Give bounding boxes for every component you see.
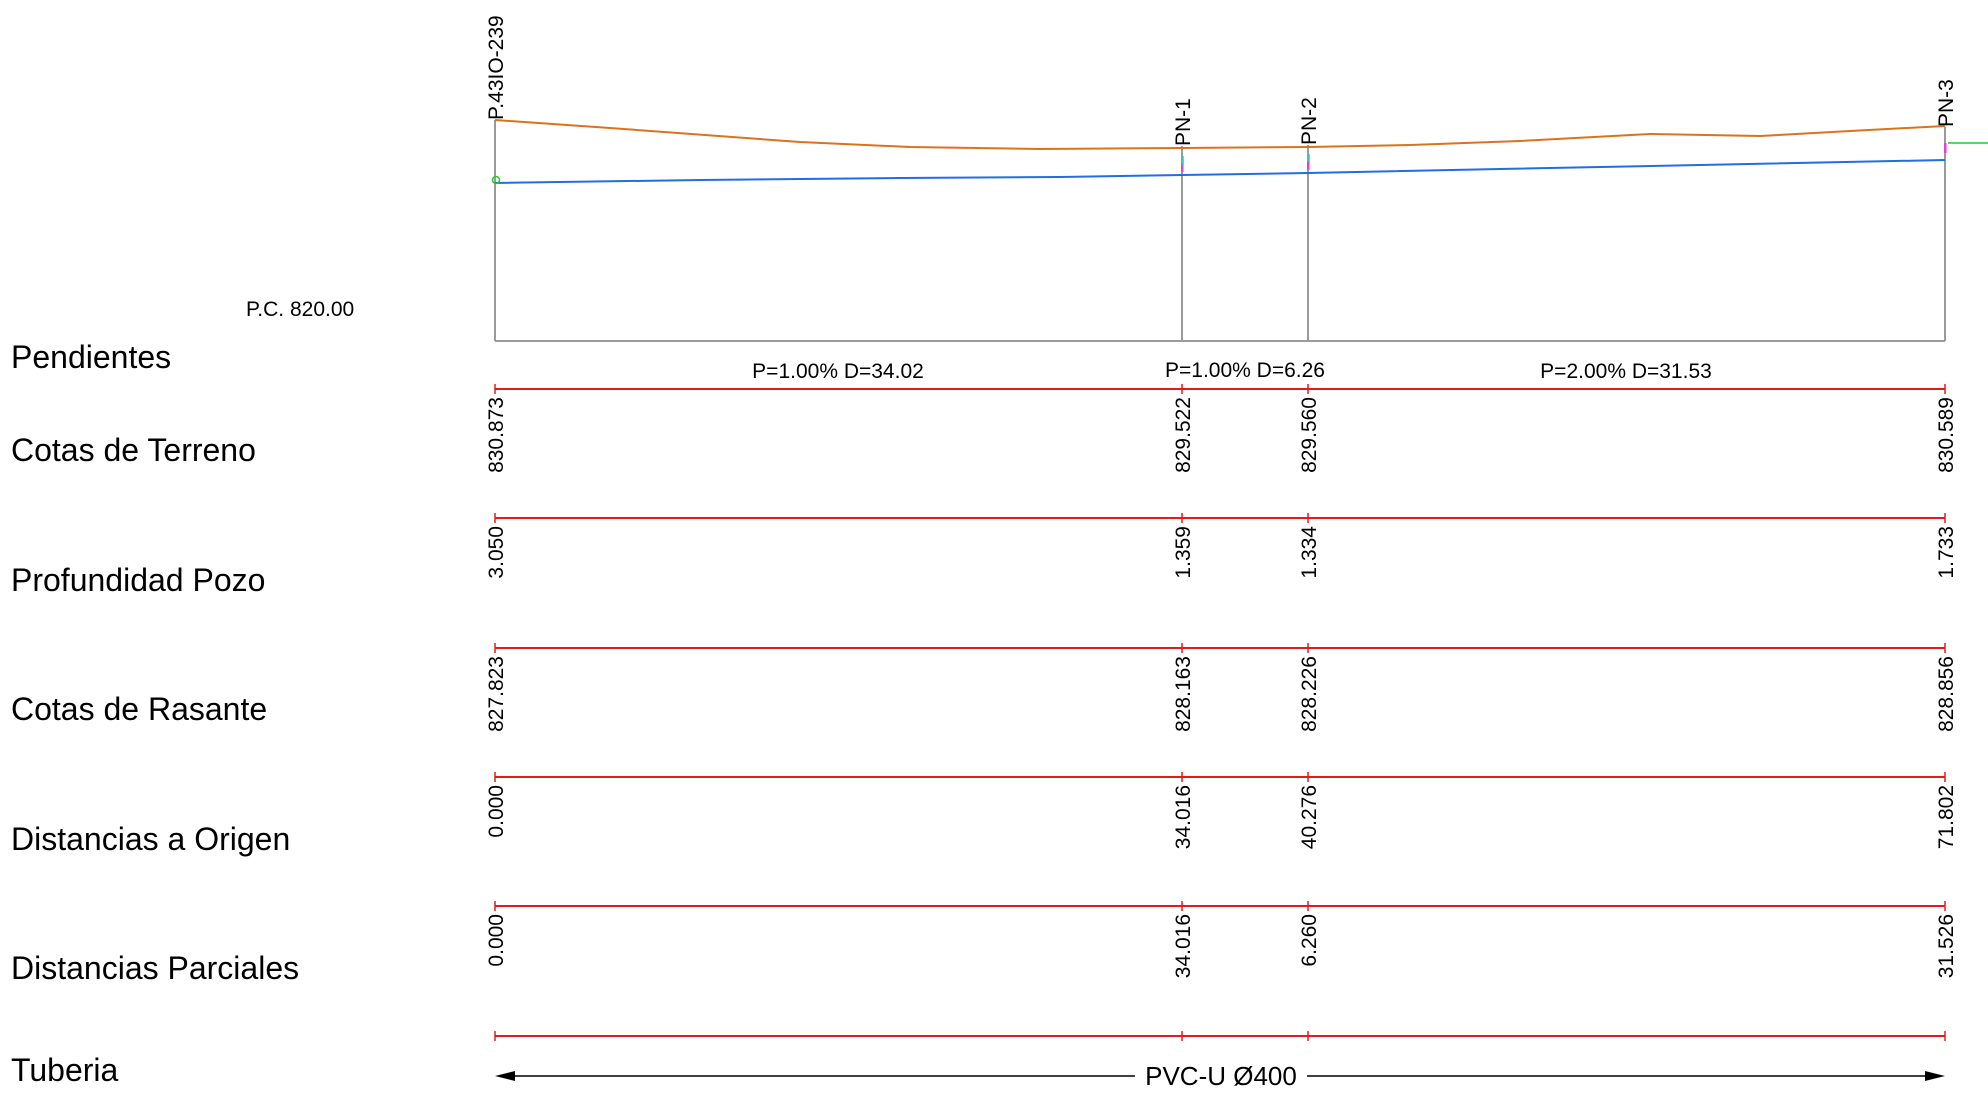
terreno-value-2: 829.560 (1298, 397, 1321, 473)
dist-parcial-value-3: 31.526 (1935, 914, 1958, 978)
pipe-label: PVC-U Ø400 (1145, 1061, 1297, 1091)
pn1-marker-magenta (1181, 163, 1184, 172)
cotas-rasante-values: 827.823 828.163 828.226 828.856 (485, 656, 1958, 732)
dist-parcial-value-2: 6.260 (1298, 914, 1321, 967)
dist-origen-value-1: 34.016 (1172, 785, 1195, 849)
pn2-marker-magenta (1307, 161, 1310, 170)
band-lines (495, 388, 1945, 1037)
station-name-1: PN-1 (1172, 98, 1195, 146)
terreno-value-0: 830.873 (485, 397, 508, 473)
dist-parcial-value-0: 0.000 (485, 914, 508, 967)
pn3-marker-magenta (1944, 143, 1947, 153)
rasante-value-3: 828.856 (1935, 656, 1958, 732)
segment-label-2: P=2.00% D=31.53 (1540, 360, 1712, 383)
row-label-pendientes: Pendientes (11, 339, 171, 375)
profundidad-value-1: 1.359 (1172, 526, 1195, 579)
distancias-parciales-values: 0.000 34.016 6.260 31.526 (485, 914, 1958, 978)
row-label-distancias-origen: Distancias a Origen (11, 821, 290, 857)
reference-level-label: P.C. 820.00 (246, 298, 354, 321)
row-label-cotas-rasante: Cotas de Rasante (11, 691, 267, 727)
dist-parcial-value-1: 34.016 (1172, 914, 1195, 978)
start-marker-green (491, 175, 501, 185)
tuberia-row: PVC-U Ø400 (495, 1061, 1945, 1091)
rasante-value-1: 828.163 (1172, 656, 1195, 732)
terreno-value-3: 830.589 (1935, 397, 1958, 473)
invert-profile-line (494, 159, 1946, 184)
segment-label-0: P=1.00% D=34.02 (752, 360, 924, 383)
row-label-profundidad-pozo: Profundidad Pozo (11, 562, 265, 598)
slope-segments: P=1.00% D=34.02 P=1.00% D=6.26 P=2.00% D… (752, 359, 1712, 383)
row-label-distancias-parciales: Distancias Parciales (11, 950, 299, 986)
arrow-right-icon (1925, 1071, 1945, 1081)
profundidad-value-0: 3.050 (485, 526, 508, 579)
rasante-value-2: 828.226 (1298, 656, 1321, 732)
distancias-origen-values: 0.000 34.016 40.276 71.802 (485, 785, 1958, 849)
profile-area: P.43IO-239 PN-1 PN-2 PN-3 P.C. 820.00 (246, 15, 1988, 342)
cotas-terreno-values: 830.873 829.522 829.560 830.589 (485, 397, 1958, 473)
station-name-0: P.43IO-239 (485, 15, 508, 120)
profundidad-value-2: 1.334 (1298, 526, 1321, 579)
terreno-value-1: 829.522 (1172, 397, 1195, 473)
profundidad-value-3: 1.733 (1935, 526, 1958, 579)
profundidad-pozo-values: 3.050 1.359 1.334 1.733 (485, 526, 1958, 579)
dist-origen-value-0: 0.000 (485, 785, 508, 838)
row-label-cotas-terreno: Cotas de Terreno (11, 432, 256, 468)
station-name-2: PN-2 (1298, 97, 1321, 145)
rasante-value-0: 827.823 (485, 656, 508, 732)
band-ticks (494, 384, 1946, 1041)
terrain-profile-line (494, 119, 1946, 151)
arrow-left-icon (495, 1071, 515, 1081)
dist-origen-value-2: 40.276 (1298, 785, 1321, 849)
dist-origen-value-3: 71.802 (1935, 785, 1958, 849)
row-label-tuberia: Tuberia (11, 1052, 119, 1088)
segment-label-1: P=1.00% D=6.26 (1165, 359, 1325, 382)
row-labels: Pendientes Cotas de Terreno Profundidad … (11, 339, 299, 1088)
station-name-3: PN-3 (1935, 79, 1958, 127)
